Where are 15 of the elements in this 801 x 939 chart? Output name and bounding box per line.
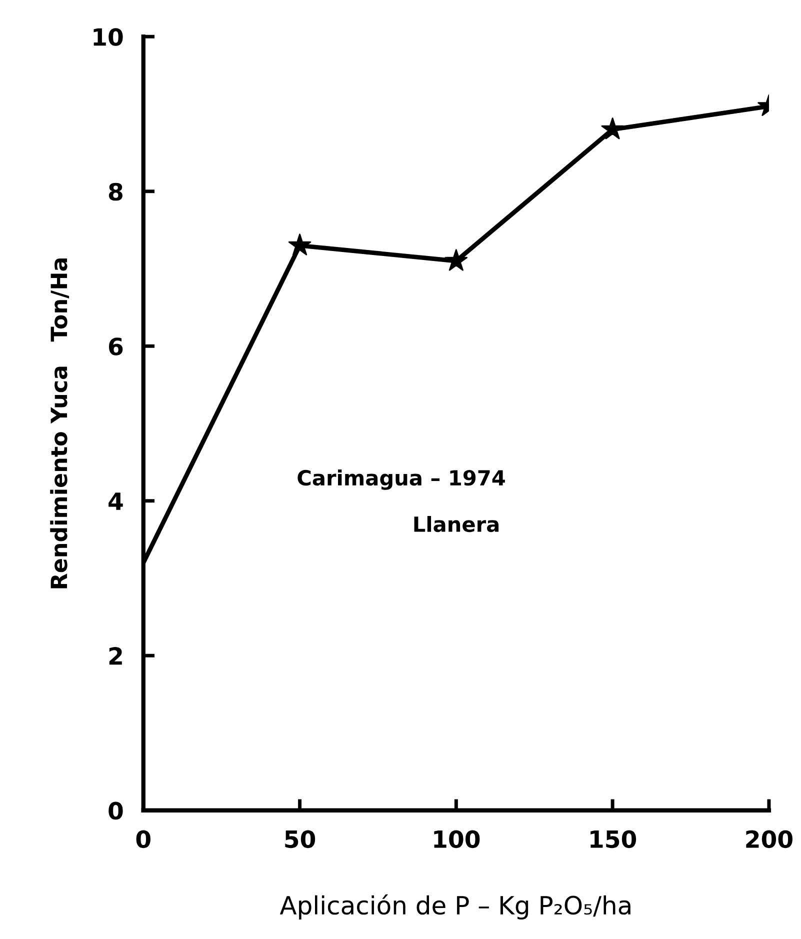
x-tick-label: 150 — [590, 830, 636, 848]
y-tick-label: 2 — [109, 647, 122, 665]
y-tick-label: 6 — [108, 338, 123, 356]
x-tick-label: 0 — [136, 830, 150, 848]
annotation: Llanera — [414, 516, 499, 532]
y-tick-label: 4 — [108, 492, 123, 510]
x-axis-title: Aplicación de P – Kg P₂O₅/ha — [280, 894, 630, 920]
x-tick-label: 100 — [434, 830, 480, 848]
x-tick-label: 200 — [746, 830, 792, 848]
y-axis-title: Rendimiento Yuca Ton/Ha — [50, 258, 70, 588]
y-tick-label: 0 — [108, 802, 123, 820]
x-tick-label: 50 — [285, 830, 316, 848]
y-tick-label: 10 — [94, 28, 123, 46]
y-tick-label: 8 — [108, 182, 122, 201]
annotation: Carimagua – 1974 — [298, 470, 505, 490]
